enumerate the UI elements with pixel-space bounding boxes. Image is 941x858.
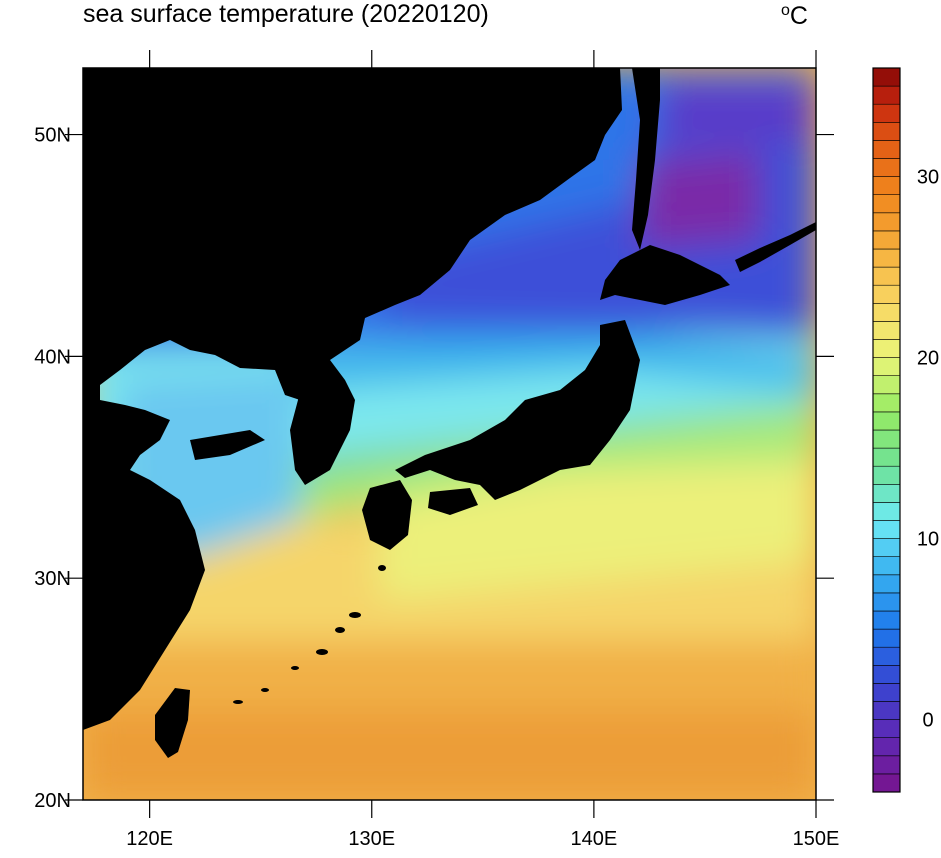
colorbar-swatch bbox=[872, 429, 901, 449]
unit-label: oC bbox=[781, 2, 808, 31]
shikoku bbox=[428, 488, 478, 515]
colorbar-tick-label: 30 bbox=[917, 167, 939, 189]
lat-tick-label: 20N bbox=[34, 790, 71, 812]
colorbar-swatch bbox=[872, 339, 901, 358]
lon-tick-label: 140E bbox=[571, 828, 618, 850]
colorbar-swatch bbox=[872, 67, 901, 87]
colorbar-swatch bbox=[872, 628, 901, 648]
hokkaido bbox=[600, 245, 730, 305]
colorbar-swatch bbox=[872, 411, 901, 431]
colorbar-swatch bbox=[872, 574, 901, 594]
colorbar-swatch bbox=[872, 85, 901, 105]
colorbar-swatch bbox=[872, 194, 901, 214]
colorbar-swatch bbox=[872, 357, 901, 377]
colorbar-swatch bbox=[872, 701, 901, 720]
korean-peninsula bbox=[290, 360, 355, 485]
colorbar-swatch bbox=[872, 284, 901, 304]
colorbar-tick-label: 0 bbox=[922, 710, 933, 732]
degree-symbol: o bbox=[781, 2, 790, 19]
colorbar-swatch bbox=[872, 719, 901, 738]
kyushu bbox=[362, 480, 412, 550]
colorbar-swatch bbox=[872, 592, 901, 612]
unit-letter: C bbox=[789, 2, 808, 30]
longitude-axis: 120E 130E 140E 150E bbox=[126, 50, 839, 850]
colorbar-swatch bbox=[872, 683, 901, 702]
colorbar-swatch bbox=[872, 664, 901, 684]
colorbar-tick-label: 20 bbox=[917, 348, 939, 370]
asia-mainland bbox=[83, 68, 622, 730]
ryukyu-islands bbox=[233, 565, 386, 704]
shandong-peninsula bbox=[190, 430, 265, 460]
colorbar-swatch bbox=[872, 646, 901, 666]
colorbar-swatch bbox=[872, 737, 901, 757]
colorbar-swatch bbox=[872, 375, 901, 395]
land-masses bbox=[83, 68, 816, 758]
colorbar-swatch bbox=[872, 610, 901, 630]
colorbar-tick-label: 10 bbox=[917, 529, 939, 551]
colorbar-swatch bbox=[872, 321, 901, 340]
colorbar-swatch bbox=[872, 502, 901, 521]
colorbar-swatch bbox=[872, 538, 901, 557]
colorbar-swatch bbox=[872, 755, 901, 775]
colorbar: 0 10 20 30 bbox=[872, 67, 939, 793]
kuril-islands bbox=[735, 222, 816, 272]
honshu bbox=[395, 320, 640, 500]
colorbar-swatch bbox=[872, 393, 901, 413]
colorbar-swatch bbox=[872, 103, 901, 123]
lat-tick-label: 30N bbox=[34, 568, 71, 590]
colorbar-swatch bbox=[872, 212, 901, 232]
colorbar-swatch bbox=[872, 465, 901, 485]
colorbar-swatch bbox=[872, 520, 901, 539]
colorbar-swatch bbox=[872, 556, 901, 576]
sst-field bbox=[83, 68, 816, 800]
colorbar-frame bbox=[872, 67, 901, 793]
lon-tick-label: 120E bbox=[126, 828, 173, 850]
map-frame bbox=[82, 67, 817, 801]
colorbar-swatch bbox=[872, 176, 901, 196]
colorbar-swatch bbox=[872, 447, 901, 467]
colorbar-swatch bbox=[872, 248, 901, 268]
colorbar-swatch bbox=[872, 140, 901, 159]
colorbar-swatch bbox=[872, 230, 901, 250]
colorbar-swatch bbox=[872, 483, 901, 503]
colorbar-swatch bbox=[872, 266, 901, 286]
lon-tick-label: 130E bbox=[348, 828, 395, 850]
taiwan bbox=[155, 688, 190, 758]
map-title: sea surface temperature (20220120) bbox=[83, 0, 489, 28]
colorbar-swatch bbox=[872, 773, 901, 793]
sakhalin bbox=[632, 68, 660, 250]
colorbar-swatch bbox=[872, 302, 901, 322]
latitude-axis: 20N 30N 40N 50N bbox=[34, 125, 834, 812]
lon-tick-label: 150E bbox=[793, 828, 840, 850]
colorbar-swatch bbox=[872, 158, 901, 177]
lat-tick-label: 40N bbox=[34, 346, 71, 368]
lat-tick-label: 50N bbox=[34, 125, 71, 147]
colorbar-swatch bbox=[872, 122, 901, 141]
